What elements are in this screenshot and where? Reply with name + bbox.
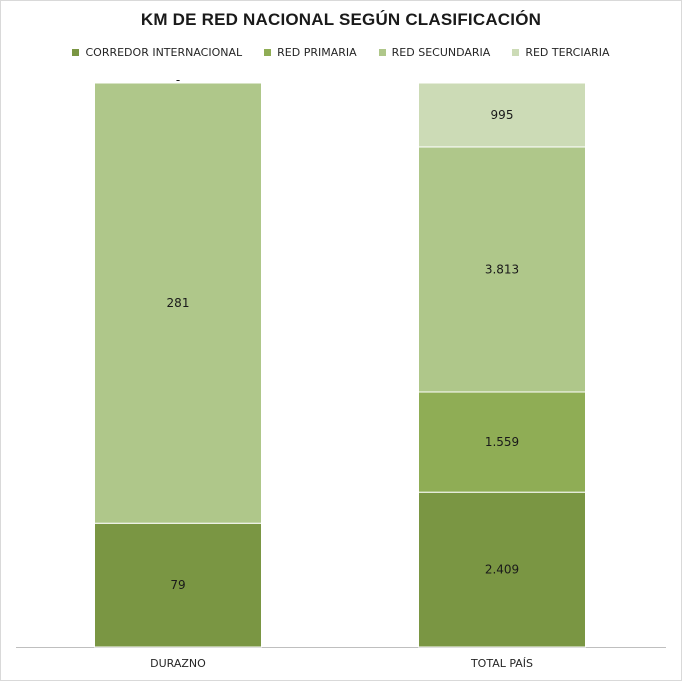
legend-label: RED SECUNDARIA [391, 46, 491, 59]
data-label: 79 [170, 578, 185, 592]
bar-segment [418, 146, 586, 393]
data-label: - [176, 73, 180, 87]
legend-swatch [264, 49, 272, 56]
x-tick-label: DURAZNO [150, 657, 206, 670]
legend-item: RED TERCIARIA [512, 46, 610, 59]
data-label: 2.409 [485, 563, 519, 577]
bar-segment [94, 522, 262, 648]
legend-swatch [512, 49, 520, 56]
legend-item: CORREDOR INTERNACIONAL [72, 46, 242, 59]
legend-item: RED PRIMARIA [264, 46, 357, 59]
legend-swatch [378, 49, 386, 56]
chart-title: KM DE RED NACIONAL SEGÚN CLASIFICACIÓN [140, 10, 542, 29]
legend-label: CORREDOR INTERNACIONAL [85, 46, 243, 59]
legend-item: RED SECUNDARIA [378, 46, 491, 59]
bar-segment [418, 391, 586, 493]
legend-swatch [72, 49, 80, 56]
legend: CORREDOR INTERNACIONAL RED PRIMARIA RED SE… [0, 46, 682, 59]
data-label: 3.813 [485, 262, 519, 276]
data-label: 1.559 [485, 435, 519, 449]
bar-segment [418, 491, 586, 648]
legend-label: RED TERCIARIA [525, 46, 610, 59]
data-label: 995 [491, 108, 514, 122]
data-label: 281 [167, 296, 190, 310]
bar-segment [418, 82, 586, 148]
x-tick-label: TOTAL PAÍS [470, 657, 533, 670]
bar-segment [94, 82, 262, 524]
legend-label: RED PRIMARIA [277, 46, 357, 59]
